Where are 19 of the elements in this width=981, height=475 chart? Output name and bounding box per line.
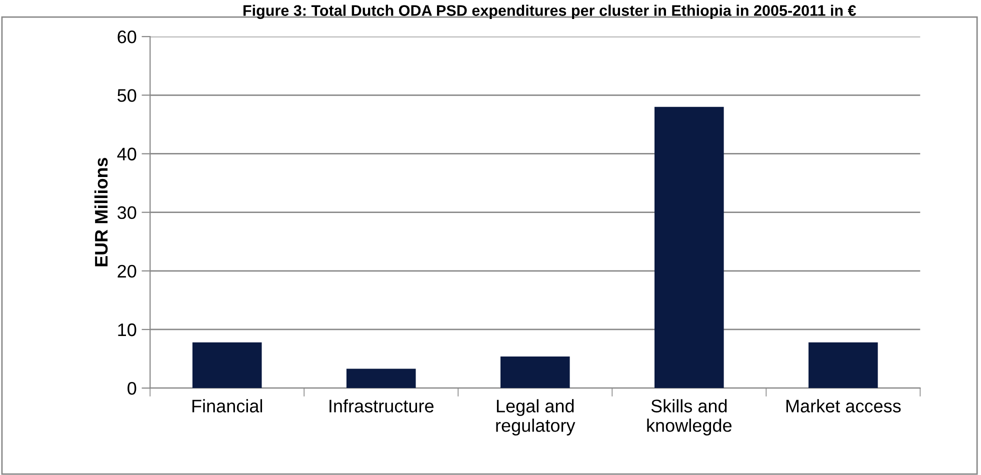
y-tick-label: 40 [117, 148, 136, 160]
x-tick-label: Infrastructure [330, 399, 434, 412]
bar [500, 356, 570, 388]
y-axis-title: EUR Millions [94, 158, 108, 266]
bar [192, 342, 262, 388]
bar [654, 106, 724, 388]
x-tick-label: Financial [192, 399, 262, 412]
x-tick-label: Market access [786, 399, 901, 412]
y-tick-label: 60 [118, 30, 136, 44]
y-tick-label: 20 [118, 264, 136, 278]
x-tick-label: Skills and knowlegde [647, 399, 732, 436]
y-tick-label: 10 [118, 323, 136, 336]
y-tick-label: 0 [128, 382, 136, 395]
chart-title: Figure 3: Total Dutch ODA PSD expenditures per cluster in Ethiopia in 2005-2011 in € [244, 4, 856, 20]
y-tick-label: 30 [118, 206, 136, 220]
bar [346, 368, 416, 388]
bar [808, 342, 878, 388]
y-tick-label: 50 [118, 89, 136, 102]
x-tick-label: Legal and regulatory [496, 399, 576, 436]
